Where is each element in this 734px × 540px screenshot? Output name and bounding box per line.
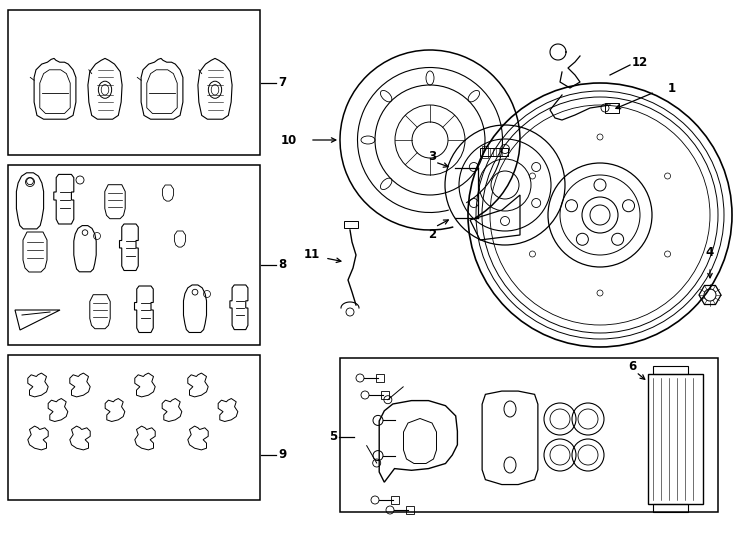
Bar [482,146,488,158]
Bar [391,496,399,504]
Text: 6: 6 [628,361,636,374]
Text: 10: 10 [280,133,297,146]
Text: 7: 7 [278,77,286,90]
Text: 11: 11 [304,248,320,261]
Bar [648,374,703,504]
Text: 1: 1 [668,82,676,94]
Text: 3: 3 [428,151,436,164]
Bar [605,103,619,113]
Bar [480,148,508,156]
Bar [653,366,688,374]
Text: 8: 8 [278,259,286,272]
Bar [8,165,260,345]
Text: 4: 4 [706,246,714,259]
Bar [406,506,414,514]
Bar [8,10,260,155]
Bar [8,355,260,500]
Text: 2: 2 [428,228,436,241]
Text: 9: 9 [278,449,286,462]
Bar [340,358,718,512]
Bar [653,504,688,512]
Bar [376,374,384,382]
Bar [344,221,358,228]
Bar [381,391,389,399]
Text: 5: 5 [329,430,337,443]
Text: 12: 12 [632,56,648,69]
